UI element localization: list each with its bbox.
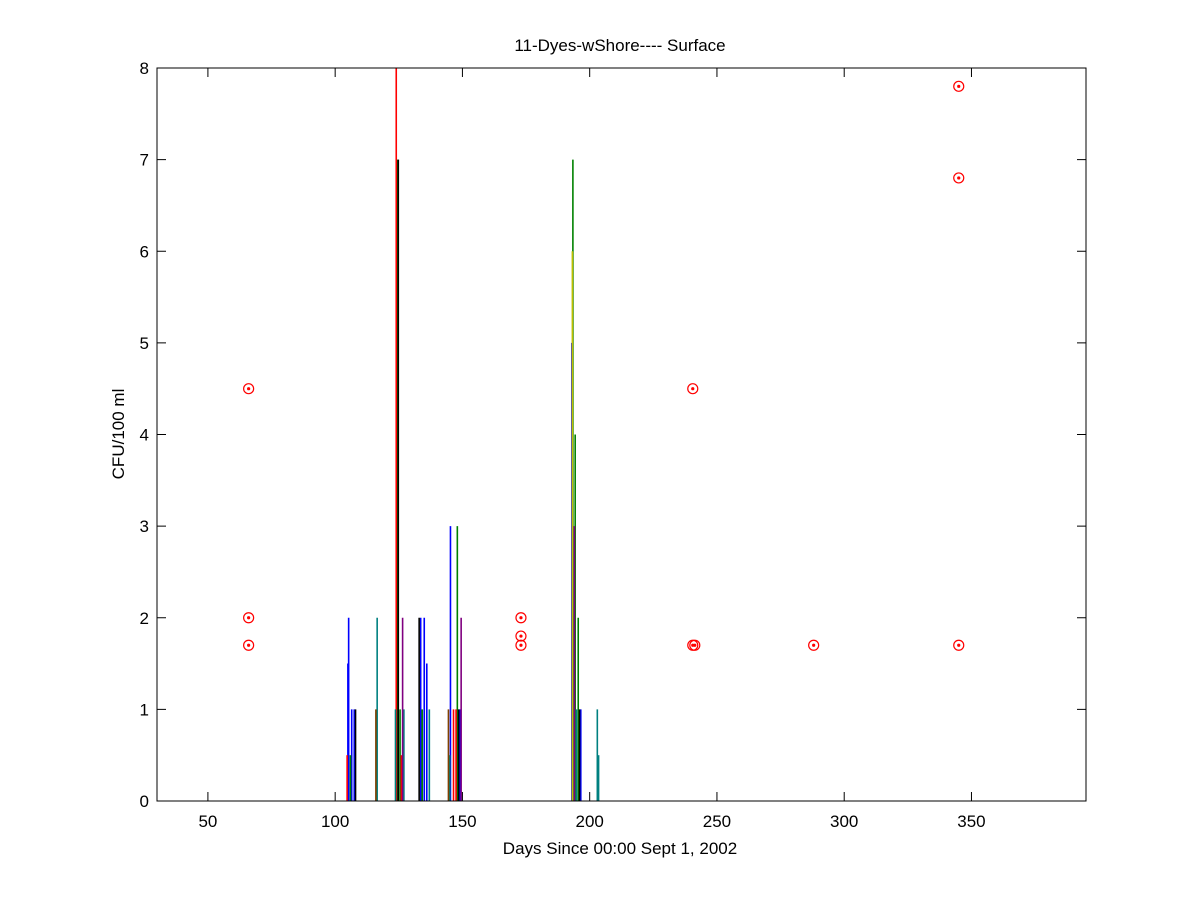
marker-dot: [519, 634, 523, 638]
marker-point-4: [515, 630, 527, 642]
y-tick-label-2: 2: [140, 609, 149, 628]
marker-ring: [243, 612, 255, 624]
y-axis-label: CFU/100 ml: [109, 389, 128, 480]
x-tick-label-2: 150: [448, 812, 476, 831]
marker-dot: [957, 84, 961, 88]
marker-ring: [953, 172, 965, 184]
y-tick-label-3: 3: [140, 517, 149, 536]
axes: 50 100 150 200 250 300 350 0 1 2 3 4 5 6 7 8: [140, 59, 1087, 831]
plot-background: [157, 68, 1086, 801]
marker-point-3: [515, 612, 527, 624]
spike-series-layer: [346, 68, 600, 801]
x-tick-label-4: 250: [703, 812, 731, 831]
plot-area: [157, 68, 1086, 801]
marker-ring: [243, 639, 255, 651]
marker-ring: [689, 639, 701, 651]
marker-point-5: [515, 639, 527, 651]
marker-dot: [691, 387, 695, 391]
marker-ring: [953, 80, 965, 92]
marker-layer: [243, 80, 965, 651]
marker-point-12: [953, 639, 965, 651]
marker-dot: [247, 643, 251, 647]
marker-dot: [957, 176, 961, 180]
x-tick-label-1: 100: [321, 812, 349, 831]
y-tick-label-7: 7: [140, 151, 149, 170]
marker-dot: [519, 616, 523, 620]
y-tick-label-0: 0: [140, 792, 149, 811]
marker-point-0: [243, 383, 255, 395]
marker-ring: [243, 383, 255, 395]
y-tick-label-1: 1: [140, 700, 149, 719]
marker-ring: [515, 639, 527, 651]
marker-point-10: [953, 80, 965, 92]
chart-title: 11-Dyes-wShore---- Surface: [514, 36, 725, 55]
x-tick-label-6: 350: [957, 812, 985, 831]
marker-dot: [519, 643, 523, 647]
marker-ring: [687, 383, 699, 395]
x-axis-label: Days Since 00:00 Sept 1, 2002: [503, 839, 737, 858]
marker-ring: [808, 639, 820, 651]
marker-dot: [247, 387, 251, 391]
y-tick-label-6: 6: [140, 242, 149, 261]
marker-point-11: [953, 172, 965, 184]
marker-ring: [515, 630, 527, 642]
y-tick-label-5: 5: [140, 334, 149, 353]
marker-ring: [515, 612, 527, 624]
y-tick-label-4: 4: [140, 426, 149, 445]
x-tick-label-3: 200: [575, 812, 603, 831]
x-tick-label-5: 300: [830, 812, 858, 831]
marker-point-6: [687, 383, 699, 395]
marker-dot: [247, 616, 251, 620]
marker-ring: [953, 639, 965, 651]
marker-dot: [957, 643, 961, 647]
marker-dot: [812, 643, 816, 647]
marker-point-1: [243, 612, 255, 624]
marker-point-8: [689, 639, 701, 651]
x-tick-label-0: 50: [198, 812, 217, 831]
marker-point-9: [808, 639, 820, 651]
y-tick-label-8: 8: [140, 59, 149, 78]
marker-dot: [693, 643, 697, 647]
marker-point-2: [243, 639, 255, 651]
